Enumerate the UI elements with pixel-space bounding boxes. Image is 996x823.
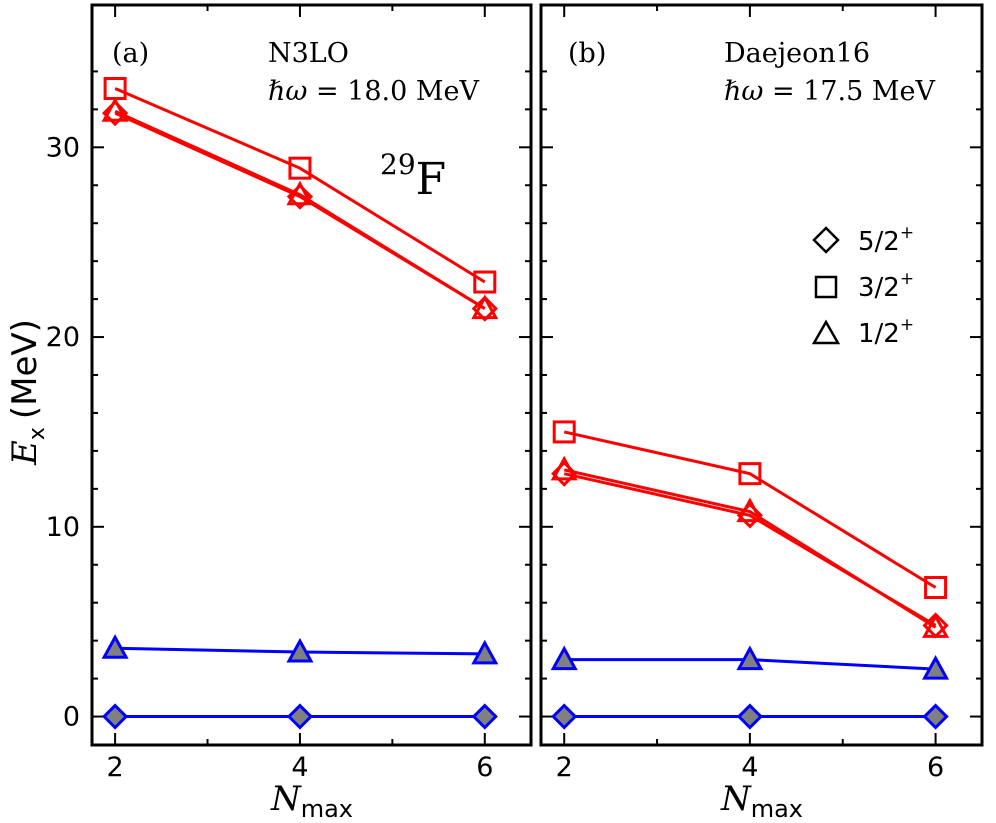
legend-label-5-2: 5/2+ — [858, 223, 914, 257]
panel-a-x-tick-label: 2 — [107, 752, 124, 783]
data-point-square-red — [924, 576, 948, 600]
panel-b-lines — [563, 430, 937, 719]
data-point-triangle-blue — [471, 639, 499, 665]
series-line-triangle-red — [563, 468, 937, 629]
x-axis-title-b: Nmax — [720, 779, 803, 823]
data-point-triangle-blue — [101, 634, 129, 659]
data-point-diamond-red — [101, 100, 129, 127]
data-point-triangle-red — [286, 180, 314, 206]
legend-label-3-2: 3/2+ — [858, 269, 914, 303]
nucleus-label: 29F — [380, 148, 446, 205]
data-point-diamond-blue — [551, 703, 578, 730]
panel-b-interaction: Daejeon16 — [724, 38, 870, 69]
panel-a-x-tick-label: 4 — [291, 752, 308, 783]
legend: 5/2+ 3/2+ 1/2+ — [811, 223, 914, 349]
y-tick-label: 10 — [46, 512, 80, 543]
panel-b: 2 4 6 — [539, 3, 984, 783]
legend-square-marker — [814, 275, 838, 299]
data-point-triangle-blue — [922, 654, 950, 680]
y-tick-label: 30 — [46, 132, 80, 163]
panel-a-frame — [90, 3, 533, 747]
panel-a-tag: (a) — [112, 38, 149, 69]
panel-b-hw: ℏω = 17.5 MeV — [724, 76, 936, 107]
panel-b-tag: (b) — [568, 38, 606, 69]
series-line-triangle-red — [114, 109, 486, 310]
y-tick-label: 20 — [46, 322, 80, 353]
panel-a: 0 10 20 30 2 4 6 — [46, 3, 533, 783]
series-line-square-red — [114, 87, 486, 284]
data-point-square-red — [473, 270, 497, 294]
data-point-triangle-red — [922, 613, 950, 638]
data-point-triangle-red — [550, 455, 578, 481]
data-point-diamond-blue — [286, 703, 314, 730]
data-point-diamond-red — [471, 295, 498, 322]
data-point-diamond-blue — [471, 703, 498, 730]
data-point-triangle-blue — [736, 645, 764, 671]
panel-a-hw: ℏω = 18.0 MeV — [268, 76, 480, 107]
x-axis-title-a: Nmax — [270, 779, 353, 823]
series-line-diamond-red — [563, 472, 937, 627]
data-point-diamond-blue — [101, 703, 129, 730]
data-point-diamond-red — [286, 183, 314, 210]
series-line-diamond-red — [114, 111, 486, 310]
panel-b-markers — [550, 420, 950, 730]
data-point-diamond-blue — [922, 703, 949, 730]
panel-a-interaction: N3LO — [268, 38, 349, 69]
data-point-triangle-blue — [550, 645, 578, 671]
data-point-square-red — [288, 156, 312, 180]
legend-diamond-marker — [812, 226, 840, 254]
panel-b-frame — [539, 3, 984, 747]
data-point-square-red — [552, 420, 576, 444]
data-point-triangle-red — [101, 97, 129, 122]
data-point-triangle-red — [736, 497, 764, 523]
panel-b-x-tick-label: 4 — [741, 752, 758, 783]
panel-b-x-tick-label: 2 — [556, 752, 573, 783]
series-line-square-red — [563, 430, 937, 589]
data-point-triangle-blue — [286, 637, 314, 663]
data-point-triangle-red — [471, 294, 499, 320]
data-point-diamond-blue — [736, 703, 764, 730]
data-point-square-red — [738, 462, 762, 486]
legend-label-1-2: 1/2+ — [858, 315, 914, 349]
legend-triangle-marker — [811, 319, 841, 345]
panel-b-x-tick-label: 6 — [927, 752, 944, 783]
panel-a-markers — [101, 76, 499, 730]
y-axis-title: Ex(MeV) — [5, 319, 50, 466]
panel-a-x-tick-label: 6 — [476, 752, 493, 783]
y-tick-label: 0 — [63, 702, 80, 733]
